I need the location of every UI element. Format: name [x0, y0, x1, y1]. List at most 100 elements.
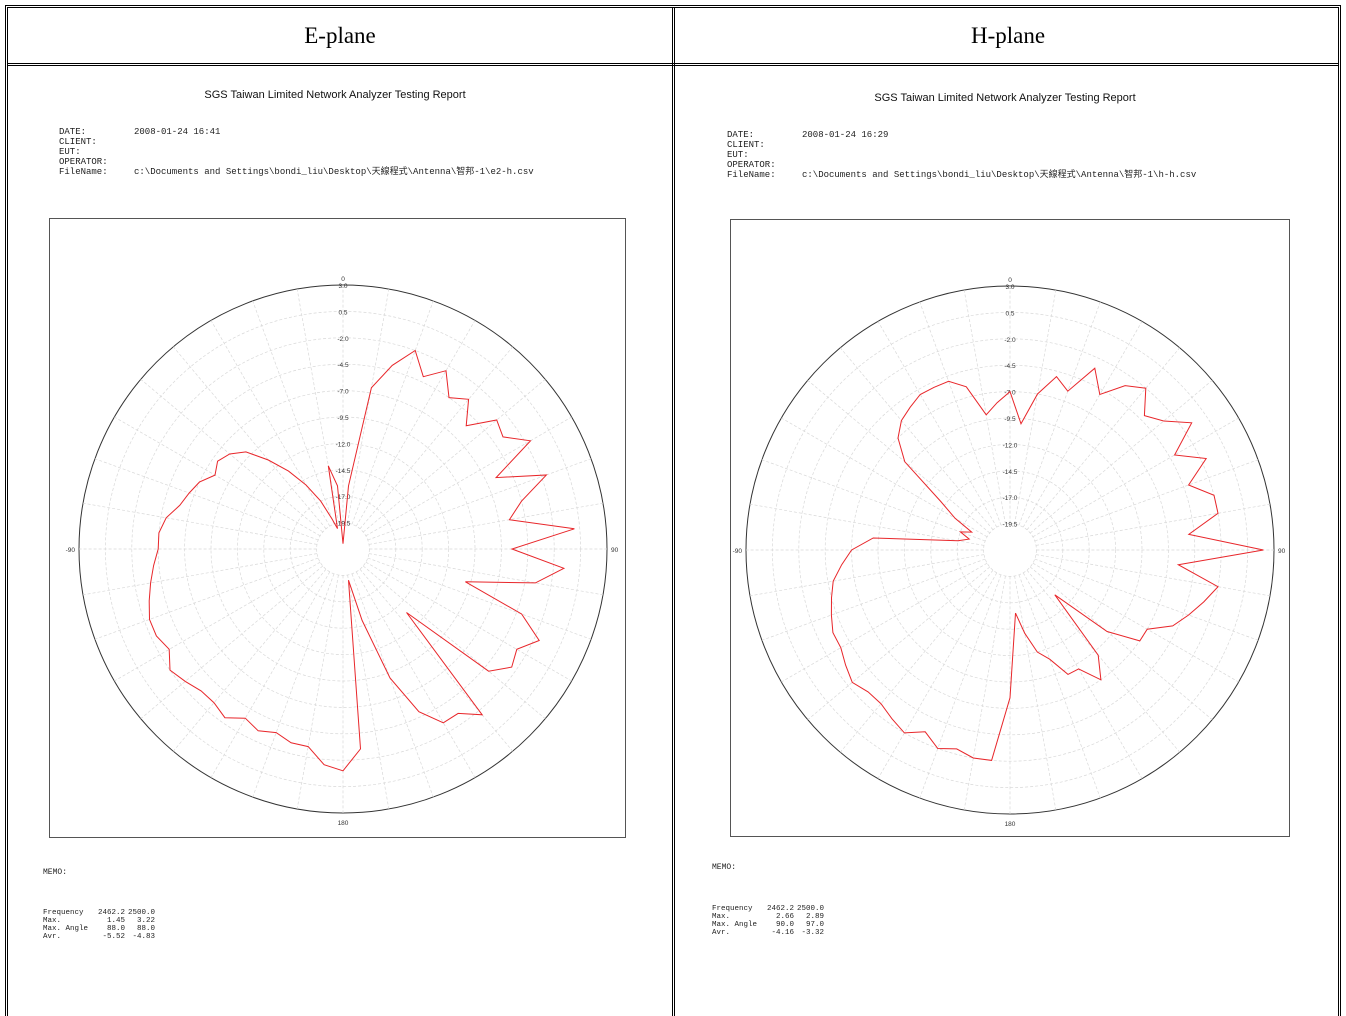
angle-tick-label: 180 [338, 820, 349, 827]
stats-table: Frequency 2462.2 2500.0 Max. 2.66 2.89 Max. … [712, 905, 824, 937]
grid-spoke [1035, 554, 1271, 597]
angle-tick-label: 90 [1278, 548, 1286, 555]
meta-row: EUT: [59, 147, 81, 157]
grid-spoke [1032, 417, 1239, 538]
grid-spoke [367, 458, 592, 541]
meta-row: CLIENT: [59, 137, 97, 147]
grid-spoke [761, 558, 986, 641]
meta-row: EUT: [727, 150, 749, 160]
grid-ring [316, 522, 370, 576]
grid-spoke [807, 566, 991, 720]
angle-tick-label: 0 [341, 276, 345, 283]
radial-tick-label: 3.0 [338, 283, 347, 290]
grid-spoke [362, 379, 546, 533]
grid-spoke [365, 561, 572, 682]
h-plane-report: SGS Taiwan Limited Network Analyzer Test… [685, 65, 1325, 1005]
radial-tick-label: -4.5 [1004, 363, 1016, 370]
radial-tick-label: -17.0 [336, 494, 351, 501]
grid-spoke [877, 321, 998, 528]
meta-row: CLIENT: [727, 140, 765, 150]
grid-spoke [1018, 574, 1101, 799]
grid-spoke [1022, 572, 1143, 779]
meta-row: OPERATOR: [59, 157, 108, 167]
header-h-plane: H-plane [970, 22, 1046, 48]
stats-row: Frequency 2462.2 2500.0 [712, 905, 824, 913]
grid-spoke [1029, 380, 1213, 534]
grid-spoke [210, 571, 331, 778]
grid-spoke [1029, 566, 1213, 720]
radial-tick-label: 0.5 [338, 309, 347, 316]
grid-spoke [355, 571, 476, 778]
grid-spoke [252, 300, 335, 525]
report-title: SGS Taiwan Limited Network Analyzer Test… [204, 89, 466, 101]
grid-spoke [94, 458, 319, 541]
grid-spoke [1034, 459, 1259, 542]
grid-spoke [781, 562, 988, 683]
grid-spoke [140, 379, 324, 533]
radial-tick-label: -2.0 [337, 336, 349, 343]
grid-spoke [1026, 347, 1180, 531]
polar-plot-box: 3.0 0.5 -2.0 -4.5 -7.0 -9.5 -12.0 -14.5 -17.0 -19… [730, 219, 1290, 837]
grid-spoke [840, 569, 994, 753]
grid-spoke [919, 301, 1002, 526]
grid-spoke [365, 416, 572, 537]
grid-spoke [296, 574, 339, 810]
header-e-plane: E-plane [304, 22, 376, 48]
meta-row: DATE: 2008-01-24 16:41 [59, 127, 221, 137]
grid-spoke [114, 561, 321, 682]
grid-spoke [114, 416, 321, 537]
grid-spoke [347, 574, 390, 810]
grid-spoke [252, 573, 335, 798]
grid-spoke [963, 289, 1006, 525]
grid-spoke [296, 288, 339, 524]
grid-ring [184, 390, 502, 708]
grid-spoke [749, 554, 985, 597]
grid-spoke [355, 320, 476, 527]
meta-row: FileName: c:\Documents and Settings\bondi… [59, 167, 534, 177]
grid-spoke [140, 565, 324, 719]
meta-row: FileName: c:\Documents and Settings\bondi… [727, 170, 1197, 180]
memo-label: MEMO: [43, 868, 68, 877]
grid-spoke [840, 347, 994, 531]
report-meta: DATE: 2008-01-24 16:29 CLIENT: EUT: OPERA… [727, 130, 1196, 180]
radial-tick-label: 3.0 [1005, 284, 1014, 291]
pattern-trace [148, 349, 575, 772]
grid-spoke [367, 557, 592, 640]
meta-row: OPERATOR: [727, 160, 776, 170]
grid-spoke [368, 502, 604, 545]
angle-tick-label: 90 [611, 547, 619, 554]
grid-spoke [1014, 289, 1057, 525]
grid-ring [772, 312, 1248, 788]
stats-row: Max. Angle 90.0 97.0 [712, 921, 824, 929]
grid-spoke [1032, 562, 1239, 683]
grid-spoke [963, 575, 1006, 811]
grid-ring [904, 444, 1116, 656]
grid-spoke [173, 568, 327, 752]
comparison-table: E-plane H-plane [5, 5, 1341, 1016]
radial-tick-label: -19.5 [1003, 522, 1018, 529]
grid-spoke [807, 380, 991, 534]
radial-tick-label: -7.0 [337, 389, 349, 396]
grid-spoke [919, 574, 1002, 799]
stats-row: Frequency 2462.2 2500.0 [43, 909, 155, 917]
memo-label: MEMO: [712, 863, 737, 872]
grid-spoke [781, 417, 988, 538]
radial-tick-label: -17.0 [1003, 495, 1018, 502]
grid-spoke [82, 502, 318, 545]
radial-tick-label: -12.0 [336, 441, 351, 448]
radial-tick-label: -2.0 [1004, 337, 1016, 344]
grid-ring [798, 338, 1222, 762]
grid-ring [983, 523, 1037, 577]
radial-tick-label: -4.5 [337, 362, 349, 369]
stats-row: Max. 2.66 2.89 [712, 913, 824, 921]
grid-spoke [359, 346, 513, 530]
stats-row: Avr. -4.16 -3.32 [712, 929, 824, 937]
grid-ring [131, 337, 555, 761]
grid-spoke [877, 572, 998, 779]
radial-tick-label: -9.5 [1004, 416, 1016, 423]
grid-ring [105, 311, 581, 787]
grid-spoke [749, 503, 985, 546]
radial-tick-label: -12.0 [1003, 442, 1018, 449]
polar-plot-box: 3.0 0.5 -2.0 -4.5 -7.0 -9.5 -12.0 -14.5 -17.0 -19… [49, 218, 626, 838]
stats-row: Max. 1.45 3.22 [43, 917, 155, 925]
